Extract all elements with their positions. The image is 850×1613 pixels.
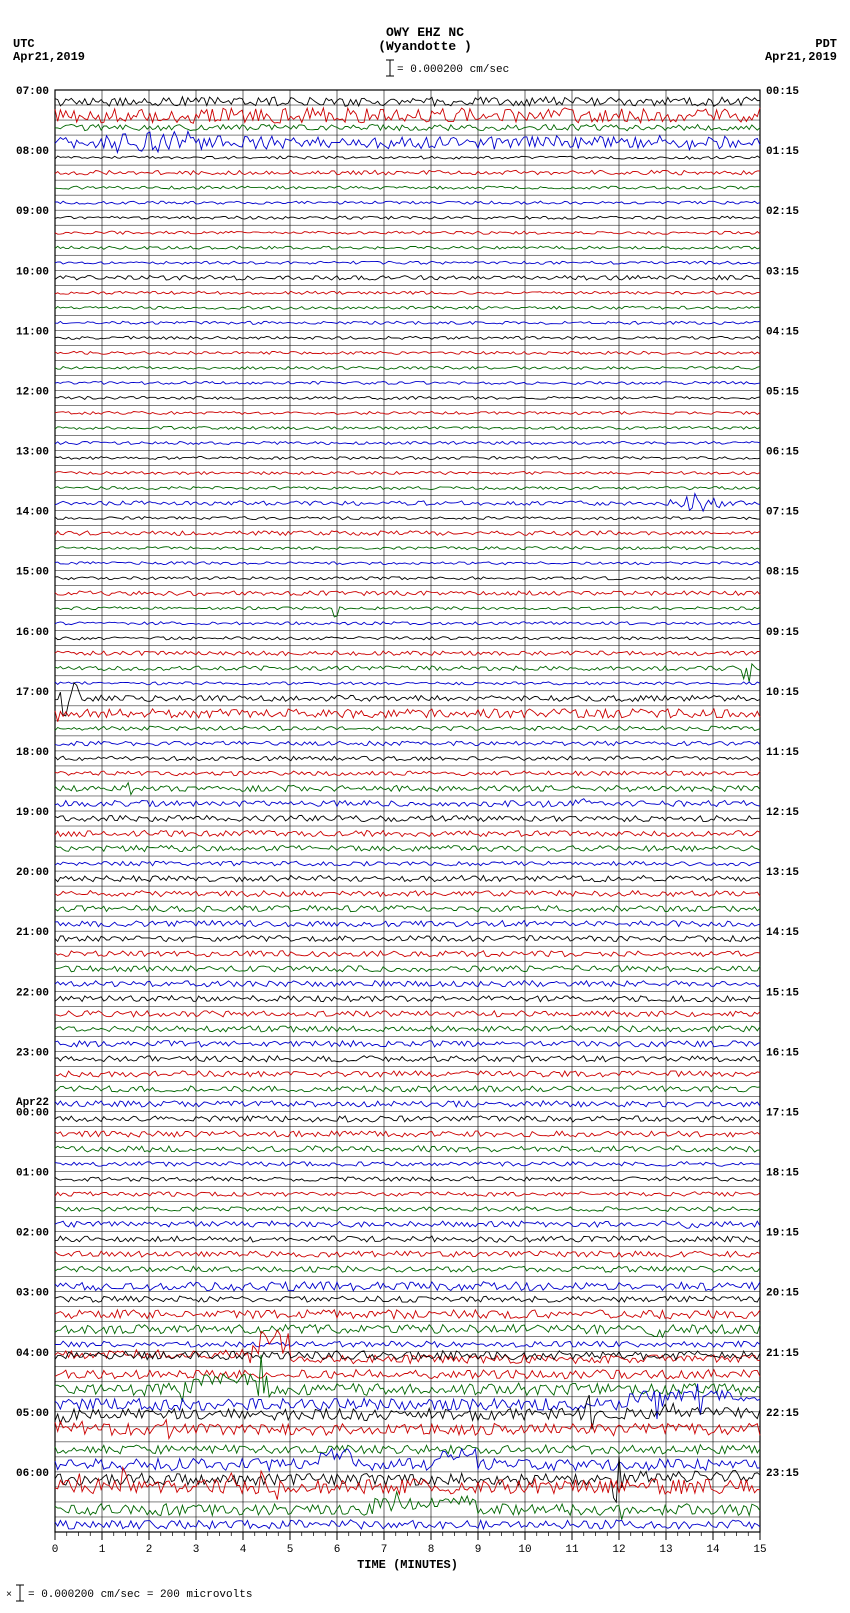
xtick-label: 0: [52, 1544, 59, 1556]
left-tz: UTC: [13, 37, 35, 51]
xtick-label: 2: [146, 1544, 153, 1556]
xtick-label: 5: [287, 1544, 294, 1556]
right-time-label: 02:15: [766, 206, 799, 218]
right-time-label: 08:15: [766, 567, 799, 579]
right-time-label: 20:15: [766, 1288, 799, 1300]
left-time-label: 08:00: [16, 146, 49, 158]
right-time-label: 15:15: [766, 987, 799, 999]
right-time-label: 05:15: [766, 386, 799, 398]
right-time-label: 12:15: [766, 807, 799, 819]
right-time-label: 00:15: [766, 86, 799, 98]
left-time-label: 15:00: [16, 567, 49, 579]
left-time-label: 07:00: [16, 86, 49, 98]
right-time-label: 14:15: [766, 927, 799, 939]
left-date: Apr21,2019: [13, 50, 85, 64]
xtick-label: 1: [99, 1544, 106, 1556]
right-time-label: 21:15: [766, 1348, 799, 1360]
station-code: OWY EHZ NC: [386, 25, 464, 40]
right-time-label: 18:15: [766, 1168, 799, 1180]
xtick-label: 12: [612, 1544, 625, 1556]
right-time-label: 01:15: [766, 146, 799, 158]
right-time-label: 19:15: [766, 1228, 799, 1240]
right-time-label: 22:15: [766, 1408, 799, 1420]
left-time-label: 13:00: [16, 447, 49, 459]
xtick-label: 15: [753, 1544, 766, 1556]
left-time-label: 09:00: [16, 206, 49, 218]
xtick-label: 3: [193, 1544, 200, 1556]
left-time-label: 17:00: [16, 687, 49, 699]
left-time-label: 20:00: [16, 867, 49, 879]
left-time-label: 16:00: [16, 627, 49, 639]
left-time-label: 00:00: [16, 1107, 49, 1119]
right-time-label: 06:15: [766, 447, 799, 459]
left-time-label: 21:00: [16, 927, 49, 939]
right-time-label: 16:15: [766, 1047, 799, 1059]
xtick-label: 10: [518, 1544, 531, 1556]
right-time-label: 13:15: [766, 867, 799, 879]
left-time-label: 05:00: [16, 1408, 49, 1420]
right-date: Apr21,2019: [765, 50, 837, 64]
left-time-label: 12:00: [16, 386, 49, 398]
left-time-label: 22:00: [16, 987, 49, 999]
left-time-label: 04:00: [16, 1348, 49, 1360]
xtick-label: 11: [565, 1544, 579, 1556]
left-time-label: 19:00: [16, 807, 49, 819]
left-time-label: 11:00: [16, 326, 49, 338]
right-time-label: 04:15: [766, 326, 799, 338]
helicorder-plot: OWY EHZ NC(Wyandotte ) = 0.000200 cm/sec U…: [0, 0, 850, 1613]
left-time-label: 23:00: [16, 1047, 49, 1059]
right-tz: PDT: [815, 37, 837, 51]
left-time-label: 10:00: [16, 266, 49, 278]
left-time-label: 18:00: [16, 747, 49, 759]
xtick-label: 13: [659, 1544, 672, 1556]
right-time-label: 11:15: [766, 747, 799, 759]
right-time-label: 09:15: [766, 627, 799, 639]
station-name: (Wyandotte ): [378, 39, 472, 54]
xtick-label: 8: [428, 1544, 435, 1556]
left-time-label: 06:00: [16, 1468, 49, 1480]
xtick-label: 14: [706, 1544, 720, 1556]
footer-scale-label: = 0.000200 cm/sec = 200 microvolts: [28, 1589, 252, 1601]
right-time-label: 03:15: [766, 266, 799, 278]
xtick-label: 9: [475, 1544, 482, 1556]
left-time-label: 03:00: [16, 1288, 49, 1300]
xtick-label: 7: [381, 1544, 388, 1556]
right-time-label: 07:15: [766, 507, 799, 519]
xtick-label: 4: [240, 1544, 247, 1556]
svg-text:×: ×: [6, 1590, 12, 1601]
right-time-label: 17:15: [766, 1107, 799, 1119]
left-time-label: 01:00: [16, 1168, 49, 1180]
x-axis-label: TIME (MINUTES): [357, 1558, 458, 1572]
right-time-label: 10:15: [766, 687, 799, 699]
left-time-label: 02:00: [16, 1228, 49, 1240]
left-time-label: 14:00: [16, 507, 49, 519]
right-time-label: 23:15: [766, 1468, 799, 1480]
xtick-label: 6: [334, 1544, 341, 1556]
scale-label: = 0.000200 cm/sec: [397, 64, 509, 76]
